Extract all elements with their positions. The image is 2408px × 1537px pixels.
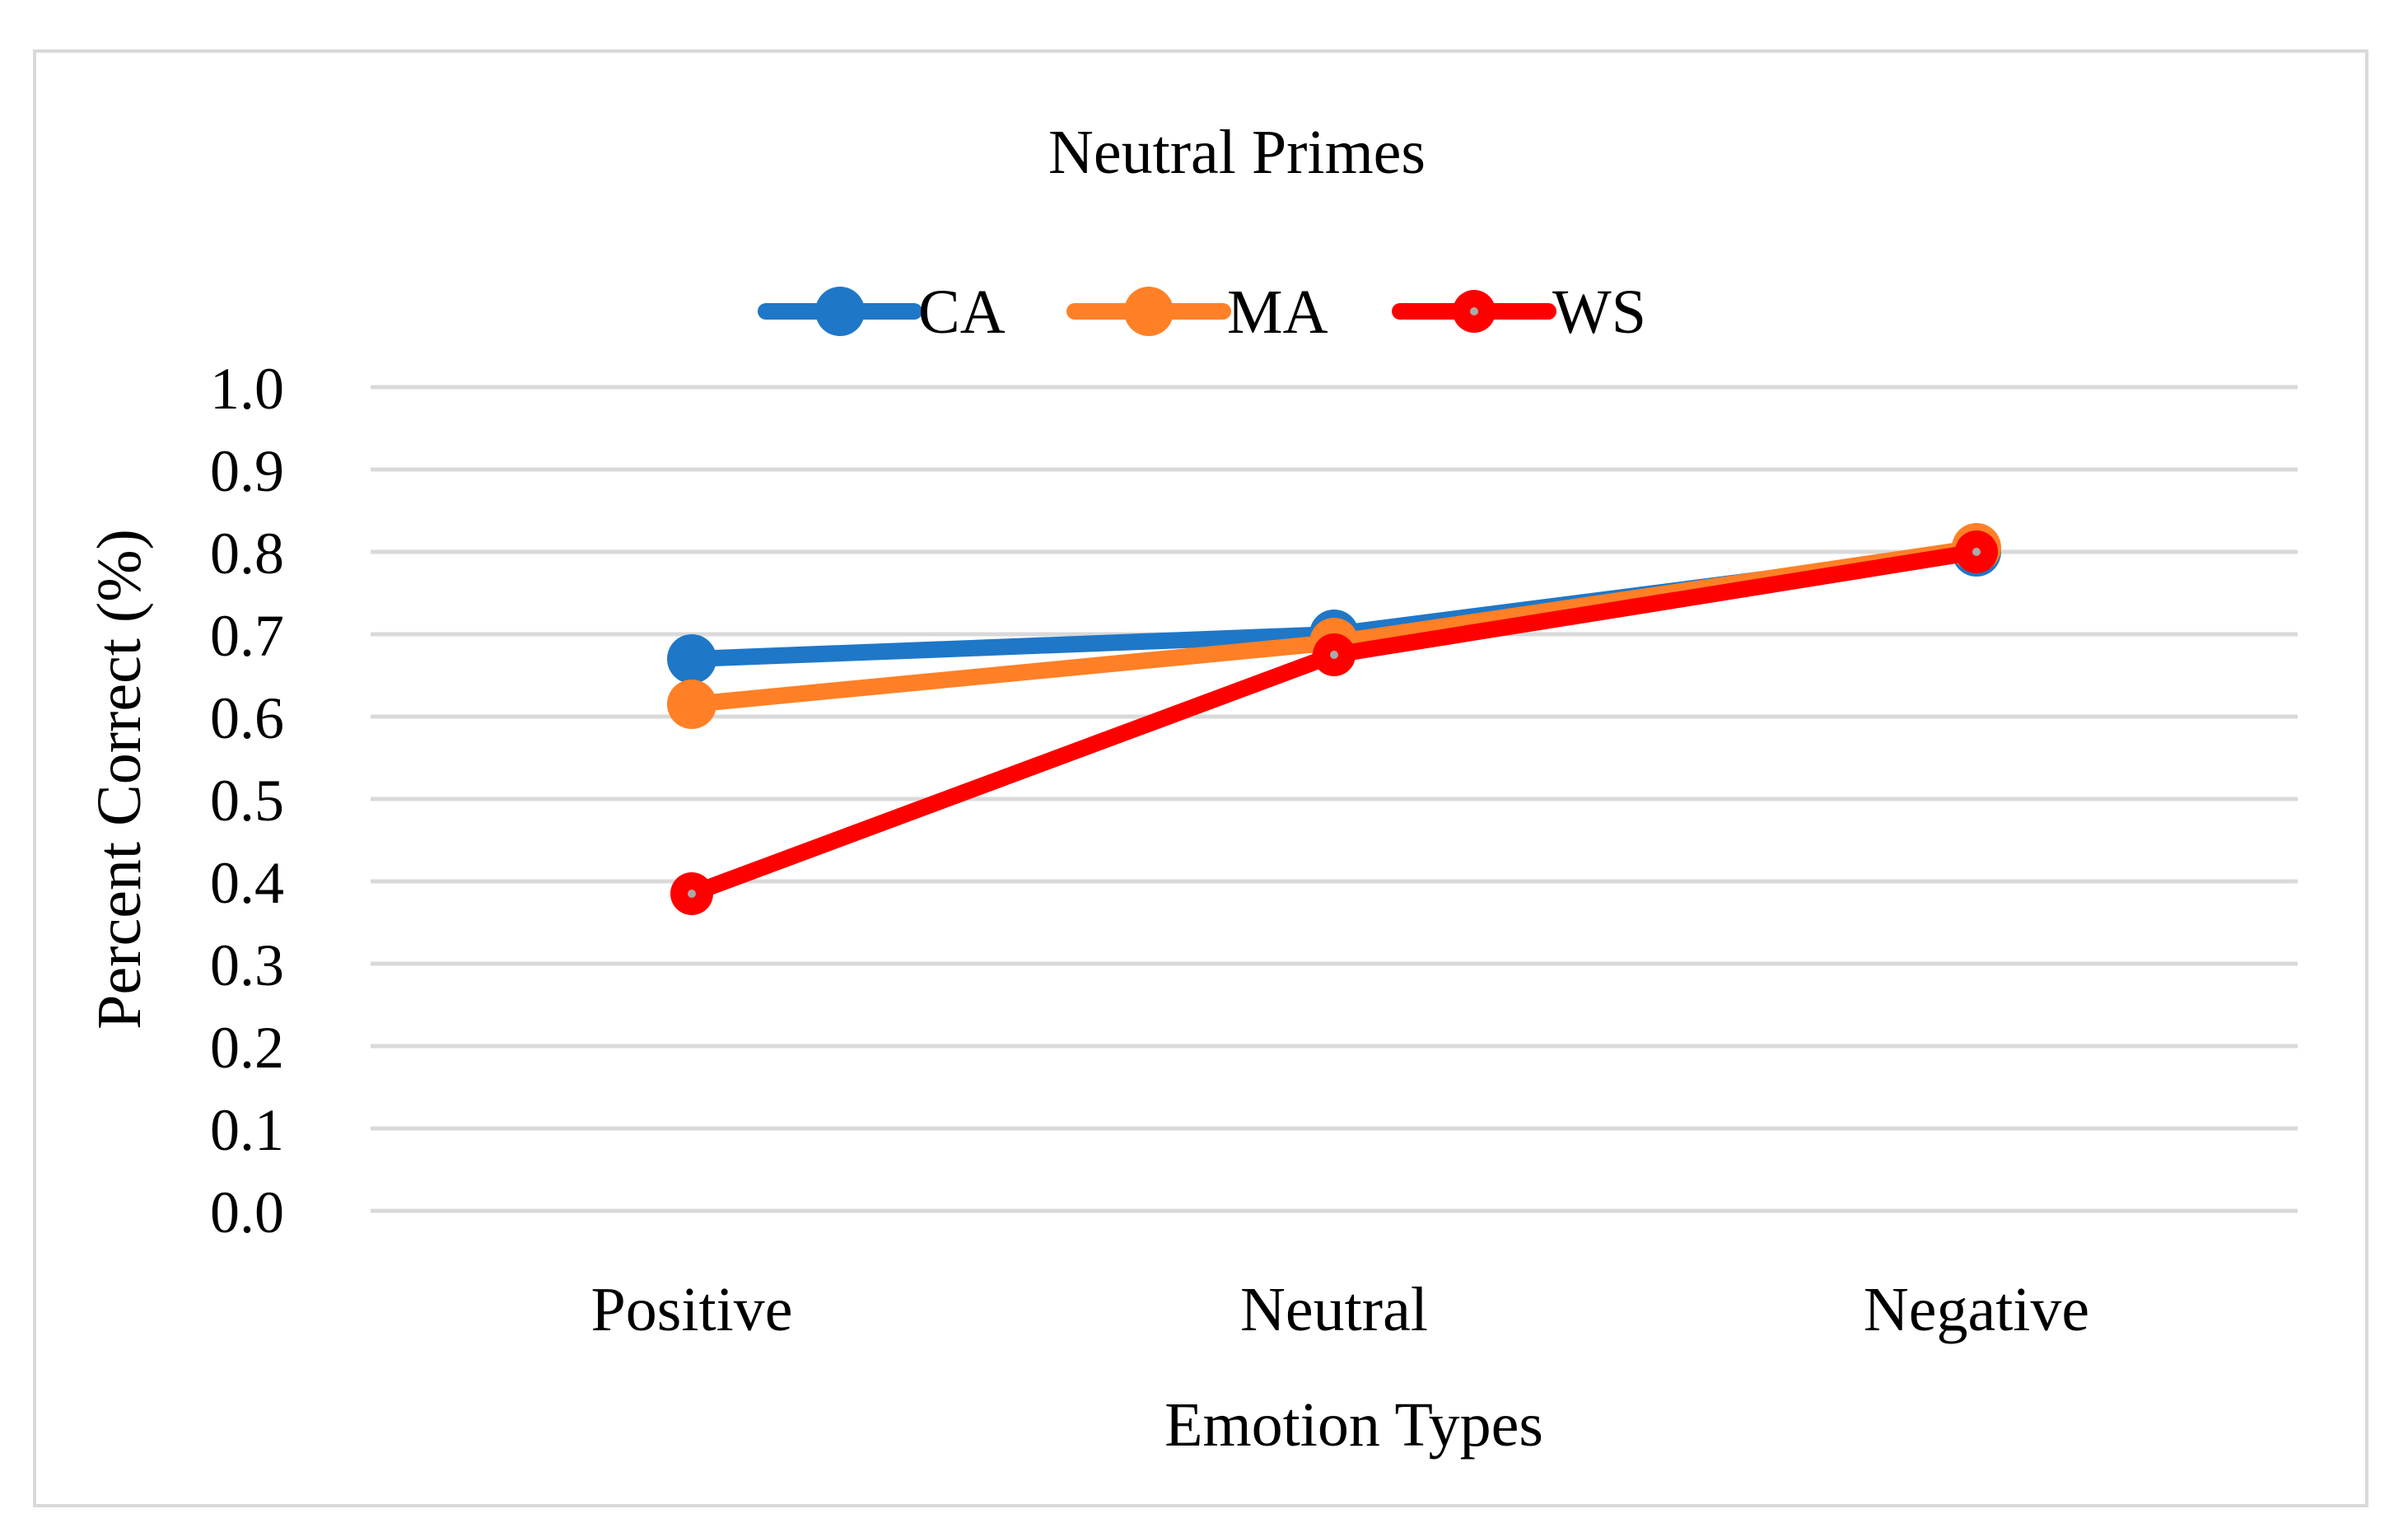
y-tick-label: 0.1 [210, 1097, 284, 1163]
y-tick-label: 0.3 [210, 932, 284, 998]
data-point-center [1330, 651, 1338, 659]
legend-label: MA [1227, 278, 1328, 347]
y-tick-label: 0.0 [210, 1180, 284, 1245]
y-tick-label: 0.6 [210, 685, 284, 751]
x-axis-ticks: Positive Neutral Negative [591, 1275, 2090, 1344]
legend-label: WS [1552, 278, 1646, 347]
x-tick-label: Positive [591, 1275, 793, 1344]
legend: CA MA WS [758, 278, 1646, 347]
series-ws [670, 530, 1998, 915]
y-tick-label: 0.7 [210, 603, 284, 669]
y-tick-label: 0.8 [210, 521, 284, 586]
y-axis-ticks: 0.0 0.1 0.2 0.3 0.4 0.5 0.6 0.7 0.8 0.9 1.0 [210, 356, 284, 1245]
y-tick-label: 0.2 [210, 1015, 284, 1081]
legend-item-ws: WS [1392, 278, 1646, 347]
legend-marker [1124, 287, 1174, 336]
legend-marker [815, 287, 865, 336]
data-point-center [688, 890, 696, 898]
y-tick-label: 0.4 [210, 850, 284, 916]
y-tick-label: 1.0 [210, 356, 284, 422]
legend-label: CA [918, 278, 1006, 347]
x-tick-label: Negative [1864, 1275, 2089, 1344]
data-point [667, 680, 716, 729]
y-axis-label: Percent Correct (%) [85, 529, 154, 1030]
y-tick-label: 0.5 [210, 768, 284, 834]
legend-item-ca: CA [758, 278, 1006, 347]
legend-item-ma: MA [1066, 278, 1328, 347]
legend-marker-center [1470, 307, 1478, 315]
chart-frame [33, 49, 2368, 1507]
gridlines [371, 385, 2298, 1213]
data-point-center [1972, 548, 1981, 556]
series-layer [667, 523, 2001, 915]
series-line [684, 544, 1985, 902]
x-tick-label: Neutral [1240, 1275, 1428, 1344]
x-axis-label: Emotion Types [1164, 1390, 1543, 1460]
data-point [667, 634, 716, 684]
y-tick-label: 0.9 [210, 438, 284, 504]
chart-title: Neutral Primes [1048, 118, 1426, 187]
